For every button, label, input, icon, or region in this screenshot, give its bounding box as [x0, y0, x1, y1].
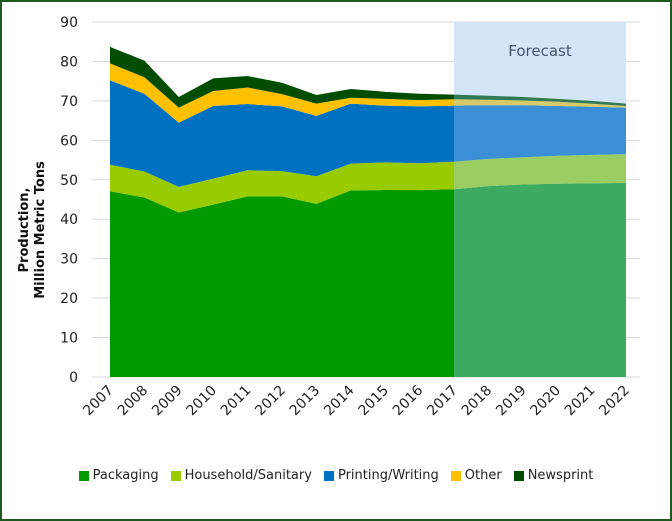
y-tick-label: 80	[60, 54, 78, 70]
area-printing-writing	[110, 80, 454, 187]
area-newsprint-forecast	[454, 94, 626, 107]
y-tick-label: 40	[60, 212, 78, 228]
x-tick-label: 2013	[287, 383, 324, 420]
legend: Packaging Household/Sanitary Printing/Writ…	[0, 468, 672, 483]
y-axis-title: Production, Million Metric Tons	[17, 161, 48, 299]
area-other-forecast	[454, 99, 626, 108]
y-tick-label: 90	[60, 15, 78, 31]
legend-item: Other	[450, 468, 502, 483]
forecast-label: Forecast	[508, 42, 572, 60]
area-printing-writing-forecast	[454, 105, 626, 162]
x-tick-label: 2016	[390, 382, 427, 419]
x-tick-label: 2010	[184, 383, 221, 420]
area-household-sanitary-forecast	[454, 154, 626, 190]
x-tick-label: 2017	[424, 383, 461, 420]
legend-swatch	[170, 470, 181, 481]
legend-label: Other	[464, 468, 502, 483]
series-areas	[110, 46, 626, 377]
x-tick-label: 2022	[596, 383, 633, 420]
x-tick-label: 2009	[149, 383, 186, 420]
y-axis-title-line-1: Production,	[17, 188, 32, 273]
y-tick-label: 70	[60, 94, 78, 110]
legend-swatch	[323, 470, 334, 481]
legend-label: Packaging	[92, 468, 159, 483]
x-tick-label: 2018	[459, 383, 496, 420]
legend-swatch	[78, 470, 89, 481]
legend-item: Printing/Writing	[323, 468, 439, 483]
x-tick-label: 2021	[562, 383, 599, 420]
x-tick-label: 2015	[356, 383, 393, 420]
legend-item: Household/Sanitary	[170, 468, 312, 483]
legend-item: Packaging	[78, 468, 159, 483]
legend-label: Household/Sanitary	[184, 468, 312, 483]
x-tick-label: 2019	[493, 383, 530, 420]
area-packaging	[110, 189, 454, 377]
y-tick-label: 0	[69, 370, 78, 386]
area-packaging-forecast	[454, 182, 626, 377]
y-tick-labels: 0 10 20 30 40 50 60 70 80 90	[60, 15, 78, 386]
legend-swatch	[513, 470, 524, 481]
area-newsprint	[110, 46, 454, 108]
y-tick-label: 20	[60, 291, 78, 307]
area-other	[110, 63, 454, 123]
x-tick-labels: 2007200820092010201120122013201420152016…	[80, 382, 633, 419]
area-household-sanitary	[110, 161, 454, 213]
x-tick-label: 2011	[218, 383, 255, 420]
legend-label: Printing/Writing	[337, 468, 439, 483]
x-tick-label: 2007	[80, 383, 117, 420]
legend-swatch	[450, 470, 461, 481]
y-tick-label: 50	[60, 173, 78, 189]
legend-item: Newsprint	[513, 468, 594, 483]
y-axis-title-line-2: Million Metric Tons	[33, 161, 48, 299]
x-tick-label: 2014	[321, 382, 358, 419]
x-tick-label: 2020	[528, 383, 565, 420]
y-tick-label: 60	[60, 133, 78, 149]
y-tick-label: 30	[60, 252, 78, 268]
legend-label: Newsprint	[527, 468, 594, 483]
y-tick-label: 10	[60, 331, 78, 347]
x-tick-label: 2008	[115, 383, 152, 420]
x-tick-label: 2012	[252, 383, 289, 420]
